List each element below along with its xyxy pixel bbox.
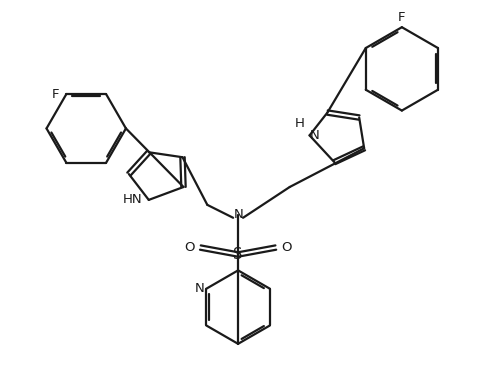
Text: F: F [398,11,406,24]
Text: N: N [194,282,204,295]
Text: N: N [234,208,244,221]
Text: F: F [52,88,59,101]
Text: S: S [234,247,243,262]
Text: HN: HN [123,193,142,206]
Text: O: O [282,241,292,254]
Text: O: O [184,241,194,254]
Text: H: H [294,117,304,130]
Text: N: N [310,129,320,142]
